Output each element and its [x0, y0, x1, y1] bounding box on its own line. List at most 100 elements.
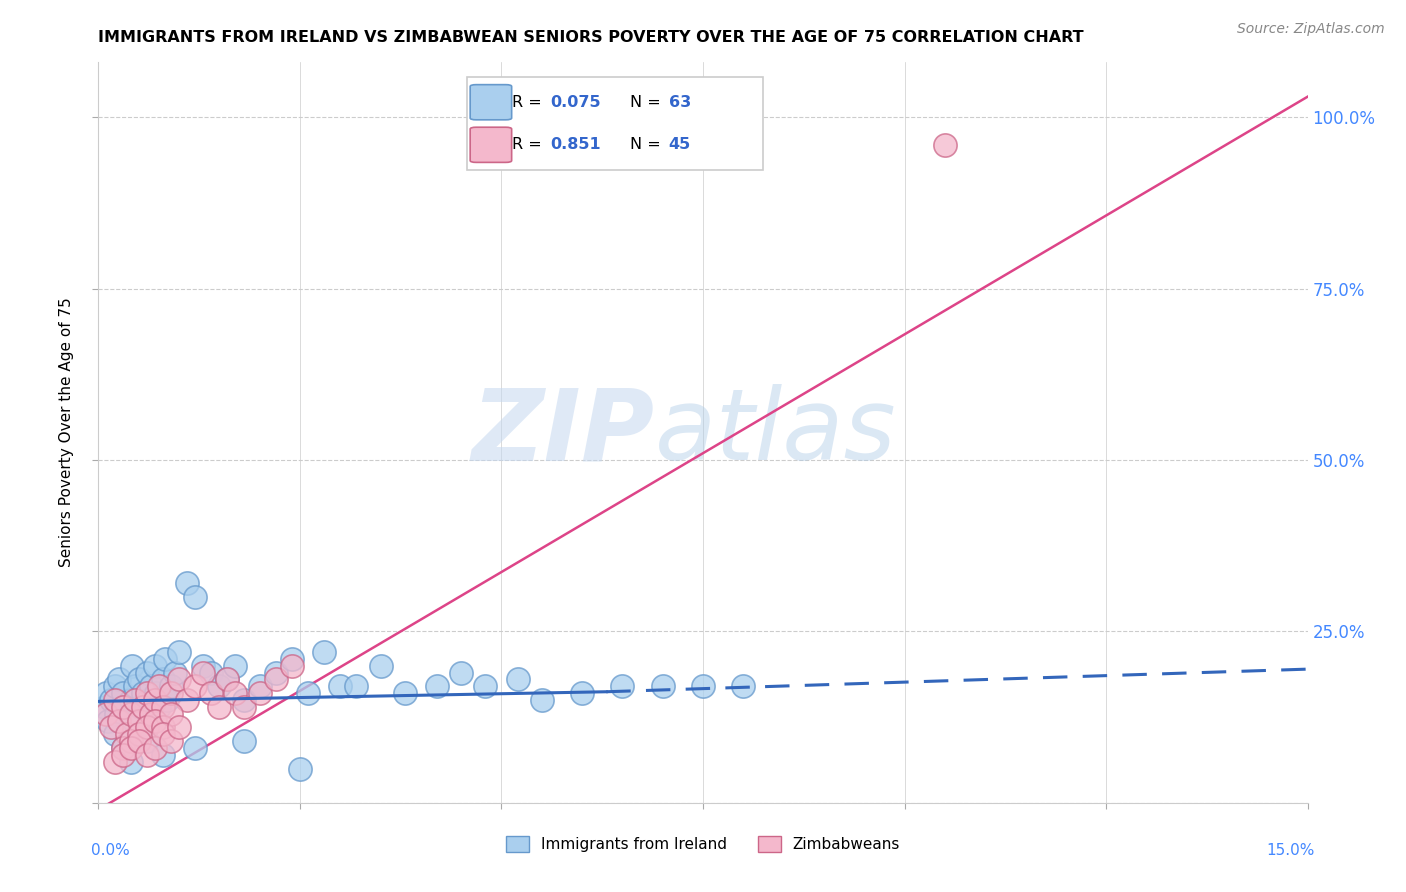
Point — [249, 679, 271, 693]
Point — [124, 693, 146, 707]
Point — [143, 658, 166, 673]
Point — [148, 679, 170, 693]
Point — [100, 693, 122, 707]
Point — [152, 747, 174, 762]
Point — [160, 706, 183, 721]
Point — [121, 658, 143, 673]
Point — [184, 679, 207, 693]
Point — [232, 693, 254, 707]
Point — [450, 665, 472, 680]
Point — [107, 714, 129, 728]
Point — [96, 686, 118, 700]
Point — [506, 673, 529, 687]
Point — [145, 686, 167, 700]
Point — [329, 679, 352, 693]
Point — [135, 747, 157, 762]
Point — [111, 741, 134, 756]
Point — [139, 679, 162, 693]
Point — [156, 693, 179, 707]
Point — [167, 673, 190, 687]
Point — [176, 576, 198, 591]
Point — [115, 727, 138, 741]
Point — [370, 658, 392, 673]
Point — [97, 714, 120, 728]
Point — [208, 699, 231, 714]
Point — [112, 699, 135, 714]
Point — [530, 693, 553, 707]
Point — [105, 706, 128, 721]
Text: ZIP: ZIP — [471, 384, 655, 481]
Point — [167, 645, 190, 659]
Point — [143, 714, 166, 728]
Point — [132, 686, 155, 700]
Point — [103, 755, 125, 769]
Point — [264, 673, 287, 687]
Point — [571, 686, 593, 700]
Point — [232, 699, 254, 714]
Point — [612, 679, 634, 693]
Point — [111, 741, 134, 756]
Point — [474, 679, 496, 693]
Point — [111, 747, 134, 762]
Point — [281, 652, 304, 666]
Point — [314, 645, 336, 659]
Point — [160, 686, 183, 700]
Point — [163, 665, 186, 680]
Point — [208, 679, 231, 693]
Legend: Immigrants from Ireland, Zimbabweans: Immigrants from Ireland, Zimbabweans — [499, 830, 907, 858]
Point — [152, 699, 174, 714]
Point — [281, 658, 304, 673]
Point — [200, 665, 222, 680]
Point — [120, 706, 142, 721]
Point — [94, 699, 117, 714]
Point — [167, 720, 190, 734]
Point — [120, 734, 142, 748]
Point — [217, 673, 239, 687]
Point — [103, 727, 125, 741]
Point — [651, 679, 673, 693]
Point — [224, 658, 246, 673]
Point — [176, 693, 198, 707]
Point — [232, 734, 254, 748]
Point — [288, 762, 311, 776]
Point — [184, 590, 207, 604]
Point — [139, 706, 162, 721]
Point — [426, 679, 449, 693]
Point — [103, 693, 125, 707]
Point — [138, 693, 160, 707]
Text: Source: ZipAtlas.com: Source: ZipAtlas.com — [1237, 22, 1385, 37]
Point — [160, 679, 183, 693]
Point — [128, 727, 150, 741]
Point — [692, 679, 714, 693]
Point — [200, 686, 222, 700]
Point — [143, 693, 166, 707]
Point — [733, 679, 755, 693]
Point — [264, 665, 287, 680]
Point — [120, 755, 142, 769]
Point — [224, 686, 246, 700]
Point — [934, 137, 956, 152]
Point — [128, 714, 150, 728]
Point — [344, 679, 367, 693]
Point — [148, 699, 170, 714]
Point — [132, 699, 155, 714]
Point — [128, 673, 150, 687]
Point — [129, 699, 152, 714]
Point — [100, 720, 122, 734]
Point — [135, 686, 157, 700]
Point — [184, 741, 207, 756]
Text: 15.0%: 15.0% — [1267, 843, 1315, 858]
Point — [135, 665, 157, 680]
Point — [152, 727, 174, 741]
Point — [135, 734, 157, 748]
Point — [96, 706, 118, 721]
Point — [143, 741, 166, 756]
Point — [394, 686, 416, 700]
Point — [217, 673, 239, 687]
Text: IMMIGRANTS FROM IRELAND VS ZIMBABWEAN SENIORS POVERTY OVER THE AGE OF 75 CORRELA: IMMIGRANTS FROM IRELAND VS ZIMBABWEAN SE… — [98, 29, 1084, 45]
Point — [249, 686, 271, 700]
Point — [193, 658, 215, 673]
Text: 0.0%: 0.0% — [91, 843, 131, 858]
Point — [128, 734, 150, 748]
Point — [124, 679, 146, 693]
